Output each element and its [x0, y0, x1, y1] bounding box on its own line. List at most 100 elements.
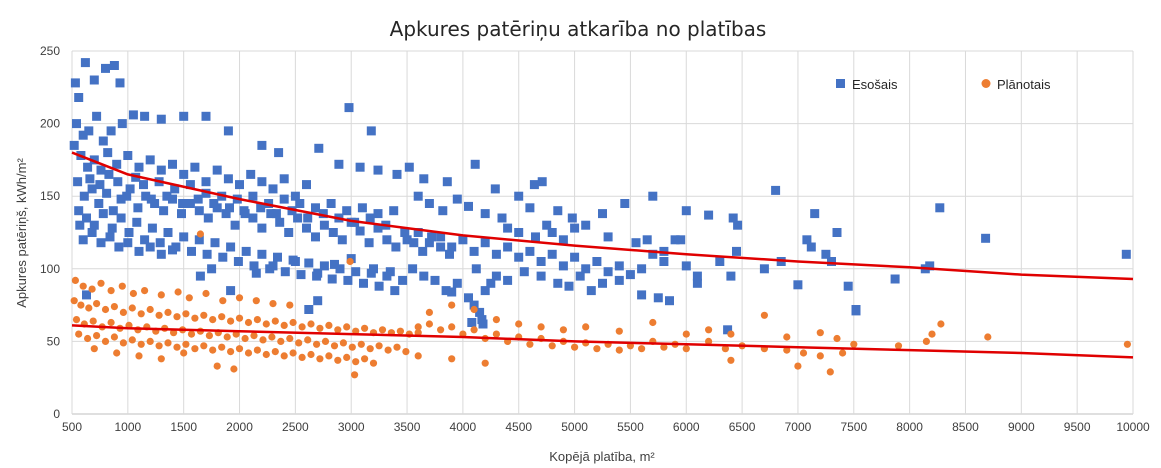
data-point-planotais — [227, 317, 235, 325]
data-point-esosais — [314, 143, 324, 153]
data-point-esosais — [268, 184, 278, 194]
x-tick-label: 1500 — [170, 420, 197, 434]
data-point-esosais — [190, 162, 200, 172]
data-point-esosais — [293, 213, 303, 223]
data-point-esosais — [279, 174, 289, 184]
data-point-esosais — [402, 235, 412, 245]
data-point-esosais — [223, 174, 233, 184]
data-point-planotais — [157, 355, 165, 363]
data-point-esosais — [70, 78, 80, 88]
data-point-esosais — [168, 194, 177, 204]
data-point-planotais — [209, 316, 217, 324]
data-point-esosais — [179, 232, 189, 242]
data-point-esosais — [531, 232, 540, 242]
data-point-planotais — [352, 358, 360, 366]
data-point-esosais — [201, 111, 211, 121]
data-point-esosais — [342, 206, 352, 216]
data-point-planotais — [334, 356, 342, 364]
data-point-planotais — [307, 320, 315, 328]
data-point-esosais — [168, 245, 177, 255]
data-point-esosais — [230, 220, 240, 230]
data-point-esosais — [177, 209, 186, 219]
data-point-planotais — [330, 342, 339, 350]
data-point-planotais — [137, 340, 145, 348]
data-point-esosais — [514, 252, 524, 262]
data-point-esosais — [156, 249, 166, 259]
data-point-planotais — [660, 343, 668, 351]
data-point-esosais — [233, 257, 243, 266]
data-point-esosais — [335, 264, 345, 274]
data-point-planotais — [357, 340, 365, 348]
data-point-esosais — [101, 63, 110, 73]
data-point-esosais — [542, 220, 552, 230]
legend-marker-esosais — [836, 79, 845, 88]
data-point-esosais — [570, 223, 580, 233]
data-point-planotais — [209, 346, 217, 354]
data-point-esosais — [373, 223, 383, 233]
data-point-planotais — [93, 332, 101, 340]
data-point-esosais — [642, 235, 652, 245]
data-point-esosais — [452, 194, 462, 204]
data-point-esosais — [692, 278, 702, 288]
legend[interactable]: Esošais Plānotais — [836, 77, 1051, 92]
data-point-planotais — [89, 317, 97, 325]
x-tick-label: 500 — [62, 420, 82, 434]
data-point-planotais — [826, 368, 834, 376]
data-point-esosais — [248, 191, 258, 201]
data-point-esosais — [109, 61, 119, 70]
data-point-esosais — [156, 165, 166, 175]
data-point-esosais — [78, 235, 88, 245]
data-point-planotais — [470, 305, 478, 314]
data-point-esosais — [447, 287, 457, 297]
data-point-planotais — [93, 300, 101, 308]
data-point-esosais — [273, 252, 282, 262]
data-point-esosais — [240, 209, 250, 219]
data-point-planotais — [850, 340, 858, 348]
data-point-planotais — [129, 289, 137, 298]
x-tick-label: 7000 — [785, 420, 812, 434]
data-point-esosais — [469, 300, 479, 310]
data-point-esosais — [419, 174, 429, 184]
data-point-esosais — [221, 209, 231, 219]
data-point-planotais — [271, 317, 279, 325]
data-point-planotais — [369, 359, 378, 367]
data-point-planotais — [75, 330, 83, 338]
data-point-planotais — [515, 320, 523, 328]
data-point-planotais — [682, 345, 690, 353]
data-point-esosais — [290, 191, 300, 201]
data-point-esosais — [117, 119, 127, 129]
data-point-planotais — [157, 291, 165, 299]
data-point-planotais — [84, 334, 92, 343]
data-point-esosais — [497, 213, 507, 223]
data-point-planotais — [346, 257, 354, 266]
data-point-esosais — [287, 206, 297, 216]
data-point-esosais — [771, 185, 781, 195]
data-point-planotais — [384, 346, 392, 354]
data-point-planotais — [304, 336, 312, 344]
data-point-esosais — [503, 242, 513, 252]
data-point-esosais — [365, 213, 375, 223]
data-point-esosais — [726, 271, 736, 281]
x-tick-label: 9000 — [1008, 420, 1035, 434]
data-point-esosais — [567, 213, 577, 223]
data-point-esosais — [810, 209, 820, 219]
data-point-esosais — [470, 159, 480, 169]
data-point-planotais — [235, 345, 244, 353]
data-point-planotais — [682, 330, 690, 338]
data-point-planotais — [119, 308, 127, 316]
x-tick-label: 5500 — [617, 420, 644, 434]
data-point-planotais — [70, 297, 78, 305]
data-point-planotais — [448, 301, 456, 309]
x-tick-label: 2500 — [282, 420, 309, 434]
legend-label-planotais: Plānotais — [997, 77, 1051, 92]
data-point-esosais — [147, 223, 157, 233]
data-point-esosais — [133, 203, 143, 213]
data-point-planotais — [894, 342, 903, 350]
data-point-planotais — [448, 355, 456, 363]
data-point-esosais — [132, 217, 142, 227]
data-point-planotais — [271, 348, 279, 356]
data-point-esosais — [464, 293, 473, 303]
data-point-esosais — [373, 165, 383, 175]
data-point-planotais — [334, 326, 342, 334]
data-point-planotais — [213, 362, 221, 370]
